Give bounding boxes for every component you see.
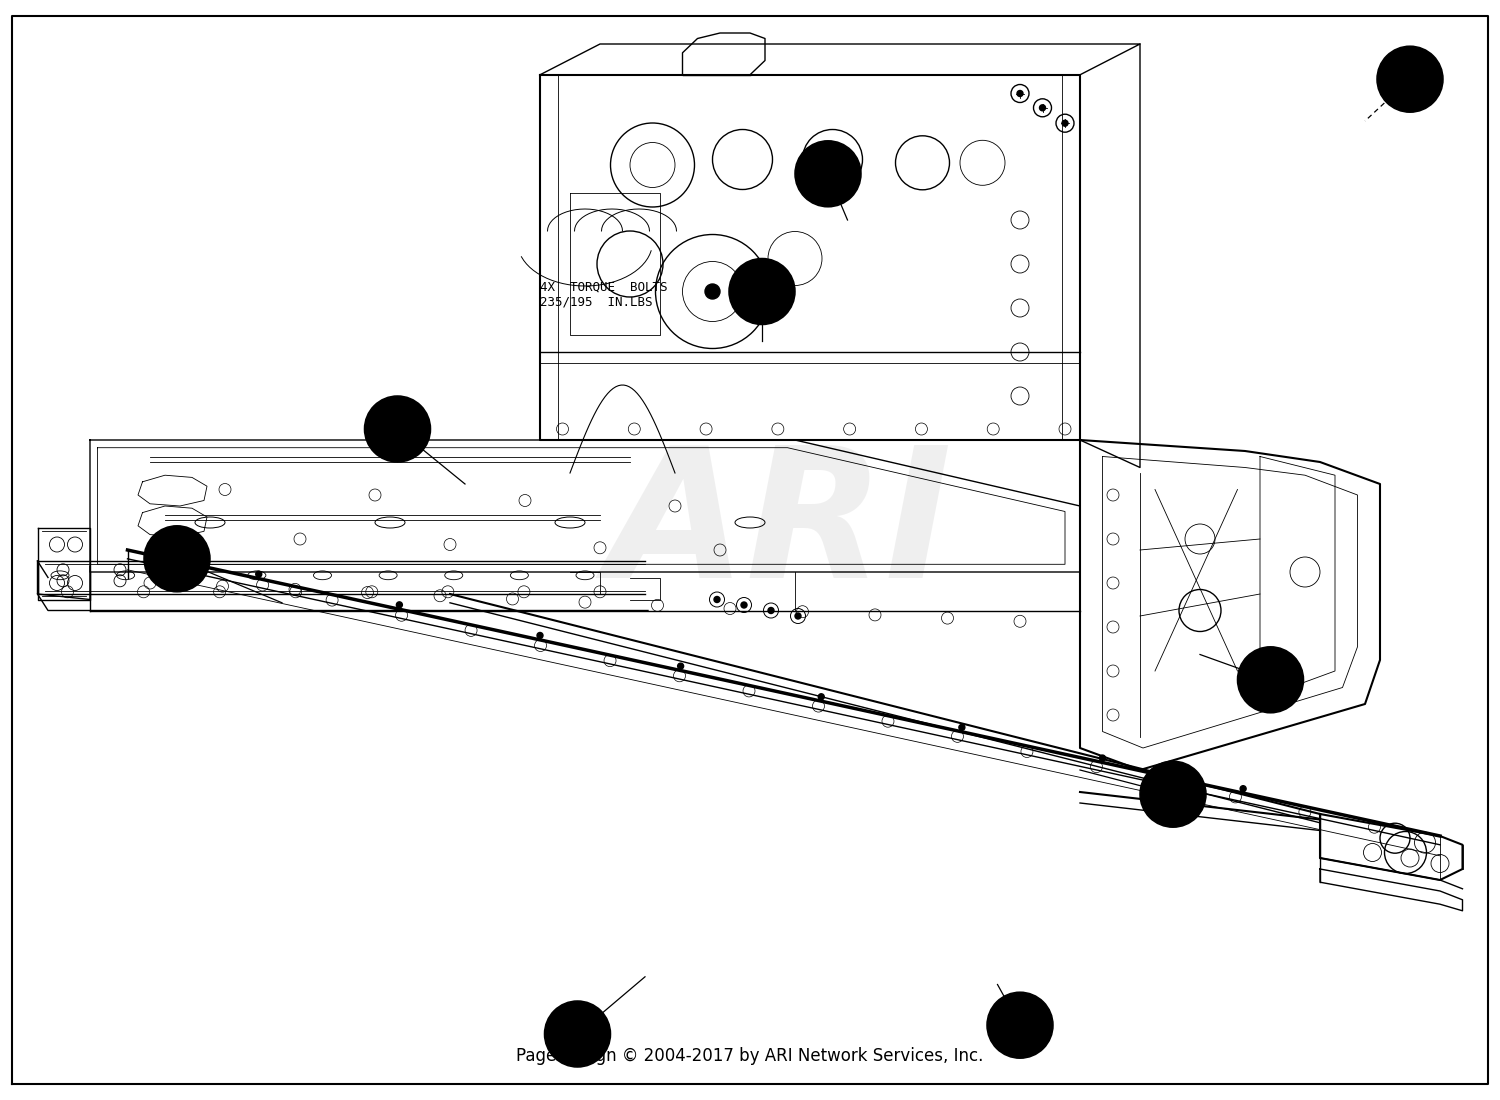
Text: 4: 4 xyxy=(393,421,402,437)
Text: 6: 6 xyxy=(1168,786,1178,802)
Circle shape xyxy=(544,1001,610,1067)
Text: Page design © 2004-2017 by ARI Network Services, Inc.: Page design © 2004-2017 by ARI Network S… xyxy=(516,1047,984,1065)
Circle shape xyxy=(958,725,964,730)
Circle shape xyxy=(255,571,261,578)
Circle shape xyxy=(741,602,747,608)
Text: 4X  TORQUE  BOLTS
235/195  IN.LBS: 4X TORQUE BOLTS 235/195 IN.LBS xyxy=(540,280,668,309)
Text: ARI: ARI xyxy=(608,440,952,616)
Circle shape xyxy=(1017,90,1023,97)
Circle shape xyxy=(705,284,720,299)
Text: 8: 8 xyxy=(172,551,182,566)
Circle shape xyxy=(537,632,543,638)
Text: 3: 3 xyxy=(758,284,766,299)
Circle shape xyxy=(768,607,774,614)
Circle shape xyxy=(1100,755,1106,761)
Circle shape xyxy=(1040,104,1046,111)
Text: 2: 2 xyxy=(1406,72,1414,87)
Circle shape xyxy=(1240,785,1246,792)
Circle shape xyxy=(1062,120,1068,127)
Circle shape xyxy=(144,526,210,592)
Circle shape xyxy=(795,141,861,207)
Circle shape xyxy=(729,258,795,324)
Text: 4: 4 xyxy=(1016,1018,1025,1033)
Circle shape xyxy=(364,396,430,462)
Circle shape xyxy=(1140,761,1206,827)
Text: 7: 7 xyxy=(573,1026,582,1042)
Circle shape xyxy=(819,694,825,700)
Circle shape xyxy=(396,602,402,608)
Circle shape xyxy=(795,613,801,619)
Circle shape xyxy=(987,992,1053,1058)
Circle shape xyxy=(1377,46,1443,112)
Circle shape xyxy=(714,596,720,603)
Text: 5: 5 xyxy=(824,166,833,182)
Circle shape xyxy=(678,663,684,669)
Circle shape xyxy=(1238,647,1304,713)
Text: 1: 1 xyxy=(1266,672,1275,688)
